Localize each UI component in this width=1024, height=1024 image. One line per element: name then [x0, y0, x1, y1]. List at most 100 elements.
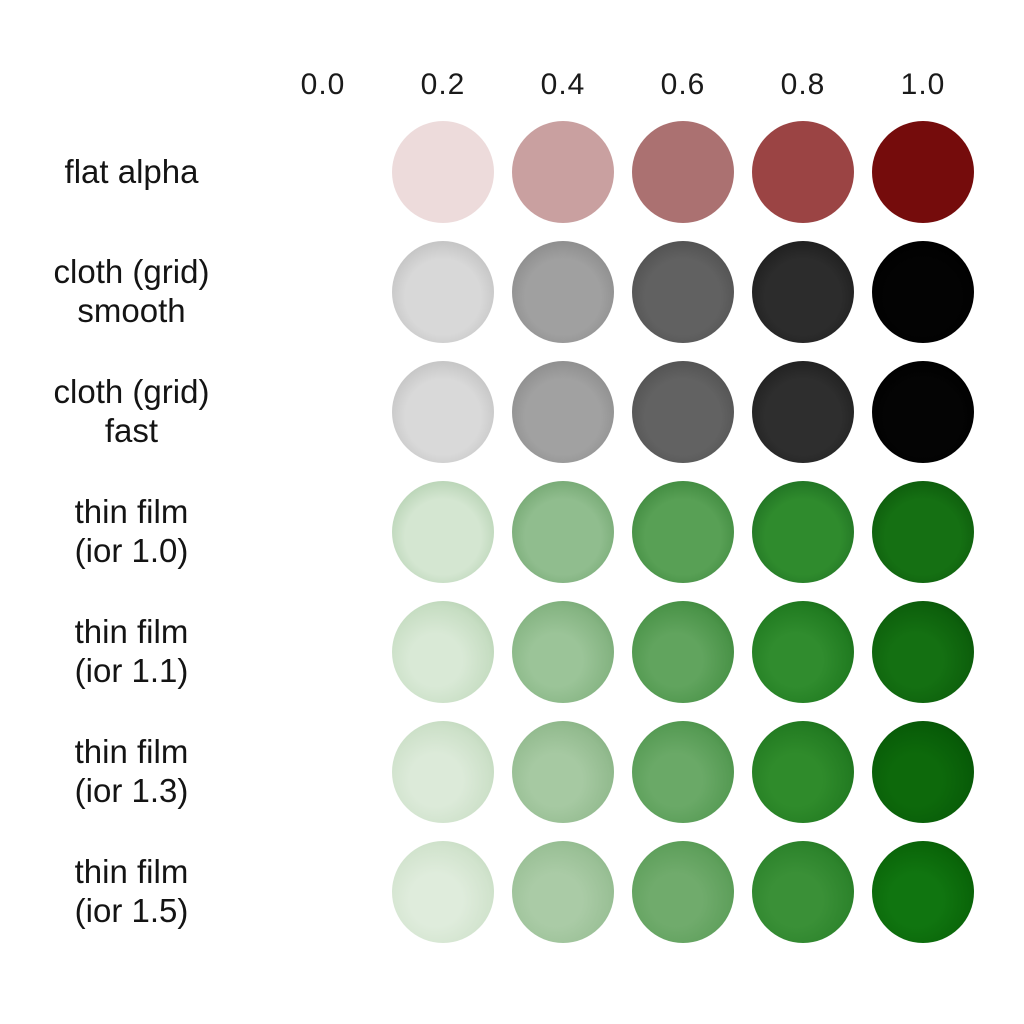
figure-cell — [743, 352, 863, 472]
sphere-rim — [872, 481, 974, 583]
figure-cell — [263, 112, 383, 232]
sphere-soft — [392, 601, 494, 703]
sphere-rim — [872, 361, 974, 463]
sphere-soft — [872, 601, 974, 703]
figure-cell — [623, 112, 743, 232]
figure-cell — [623, 352, 743, 472]
row-label: thin film (ior 1.5) — [0, 832, 263, 952]
figure-cell — [863, 352, 983, 472]
figure-cell — [863, 712, 983, 832]
row-label-line: cloth (grid) — [53, 373, 210, 411]
row-label: thin film (ior 1.3) — [0, 712, 263, 832]
sphere-soft — [512, 601, 614, 703]
figure-cell — [623, 472, 743, 592]
figure-row: cloth (grid) smooth — [0, 232, 1024, 352]
figure-row: flat alpha — [0, 112, 1024, 232]
sphere-rim — [392, 361, 494, 463]
figure-cell — [863, 112, 983, 232]
sphere-flat — [632, 121, 734, 223]
row-label-line: thin film — [74, 853, 189, 891]
figure-cell — [263, 712, 383, 832]
sphere-soft — [872, 841, 974, 943]
row-label-line: (ior 1.3) — [74, 772, 189, 809]
figure-cell — [383, 592, 503, 712]
figure-row: thin film (ior 1.0) — [0, 472, 1024, 592]
sphere-rim — [392, 241, 494, 343]
row-label: flat alpha — [0, 112, 263, 232]
sphere-soft — [752, 721, 854, 823]
column-header: 0.2 — [420, 68, 466, 101]
figure-cell — [383, 832, 503, 952]
figure-cell — [503, 232, 623, 352]
column-header: 0.4 — [540, 68, 586, 101]
row-label: thin film (ior 1.0) — [0, 472, 263, 592]
figure-cell — [743, 472, 863, 592]
figure-cell — [743, 232, 863, 352]
sphere-rim — [752, 361, 854, 463]
figure-cell — [503, 112, 623, 232]
figure-cell — [383, 232, 503, 352]
sphere-soft — [752, 841, 854, 943]
figure-cell — [383, 712, 503, 832]
sphere-rim — [512, 481, 614, 583]
figure-cell — [383, 112, 503, 232]
figure-cell — [383, 352, 503, 472]
sphere-rim — [752, 481, 854, 583]
column-header: 0.0 — [300, 68, 346, 101]
sphere-rim — [392, 481, 494, 583]
sphere-flat — [752, 121, 854, 223]
sphere-soft — [512, 841, 614, 943]
sphere-rim — [512, 361, 614, 463]
row-label: cloth (grid) fast — [0, 352, 263, 472]
figure-cell — [863, 592, 983, 712]
figure-cell — [263, 232, 383, 352]
row-label-line: cloth (grid) — [53, 253, 210, 291]
figure-cell — [743, 712, 863, 832]
figure-cell — [263, 472, 383, 592]
row-label-line: thin film — [74, 733, 189, 771]
figure-cell — [623, 712, 743, 832]
row-label-line: thin film — [74, 493, 189, 531]
sphere-rim — [632, 241, 734, 343]
row-label-line: smooth — [77, 292, 186, 329]
sphere-soft — [872, 721, 974, 823]
column-header: 1.0 — [900, 68, 946, 101]
row-label: thin film (ior 1.1) — [0, 592, 263, 712]
sphere-flat — [872, 121, 974, 223]
sphere-soft — [632, 601, 734, 703]
figure-cell — [503, 472, 623, 592]
sphere-rim — [872, 241, 974, 343]
figure-cell — [863, 832, 983, 952]
figure-cell — [263, 352, 383, 472]
figure-cell — [503, 352, 623, 472]
figure-cell — [743, 112, 863, 232]
figure-cell — [503, 592, 623, 712]
figure-cell — [263, 592, 383, 712]
figure-cell — [383, 472, 503, 592]
figure-row: thin film (ior 1.3) — [0, 712, 1024, 832]
figure-cell — [623, 592, 743, 712]
sphere-soft — [752, 601, 854, 703]
figure-row: thin film (ior 1.1) — [0, 592, 1024, 712]
sphere-soft — [392, 721, 494, 823]
figure-row: thin film (ior 1.5) — [0, 832, 1024, 952]
sphere-rim — [512, 241, 614, 343]
sphere-flat — [392, 121, 494, 223]
sphere-rim — [632, 481, 734, 583]
row-label-line: thin film — [74, 613, 189, 651]
sphere-soft — [632, 721, 734, 823]
column-header: 0.8 — [780, 68, 826, 101]
row-label-line: flat alpha — [64, 152, 199, 190]
column-header: 0.6 — [660, 68, 706, 101]
sphere-soft — [512, 721, 614, 823]
row-label-line: (ior 1.1) — [74, 652, 189, 689]
sphere-rim — [632, 361, 734, 463]
sphere-rim — [752, 241, 854, 343]
figure-cell — [623, 232, 743, 352]
figure-cell — [743, 832, 863, 952]
figure-cell — [743, 592, 863, 712]
sphere-flat — [512, 121, 614, 223]
figure-cell — [503, 712, 623, 832]
figure-cell — [863, 232, 983, 352]
column-headers: 0.0 0.2 0.4 0.6 0.8 1.0 — [263, 58, 983, 104]
